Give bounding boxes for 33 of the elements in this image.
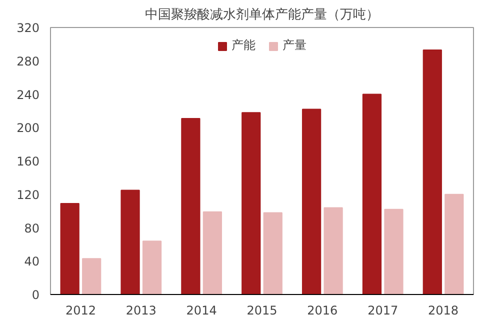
x-tick-label: 2015 (246, 304, 278, 318)
bar (202, 211, 222, 294)
x-tick-label: 2016 (307, 304, 338, 318)
y-tick-label: 120 (16, 188, 40, 202)
bar (242, 112, 261, 294)
y-tick-label: 320 (16, 21, 40, 35)
bar (362, 94, 382, 294)
y-tick-label: 0 (32, 288, 40, 302)
x-tick-label: 2018 (428, 304, 459, 318)
x-tick-label: 2014 (186, 304, 217, 318)
bar (422, 50, 442, 294)
y-tick-label: 160 (16, 154, 40, 168)
y-tick-label: 80 (24, 221, 40, 236)
bar (60, 203, 80, 294)
y-tick-label: 240 (16, 88, 40, 102)
bar (444, 194, 464, 294)
x-tick-label: 2013 (126, 304, 156, 318)
y-tick-label: 200 (16, 121, 40, 136)
y-tick-label: 280 (16, 54, 40, 68)
chart-title: 中国聚羧酸减水剂单体产能产量（万吨） (145, 6, 379, 22)
bar (324, 207, 343, 294)
x-tick-label: 2017 (368, 304, 398, 318)
bar (82, 258, 102, 294)
legend-label: 产能 (232, 37, 256, 54)
bar (263, 212, 282, 294)
bar (384, 208, 404, 294)
bar (181, 118, 200, 294)
x-tick-label: 2012 (65, 304, 96, 318)
bar (302, 108, 322, 294)
legend-label: 产量 (282, 37, 306, 54)
y-tick-label: 40 (24, 254, 40, 269)
bar (120, 190, 140, 294)
bar (142, 240, 162, 294)
